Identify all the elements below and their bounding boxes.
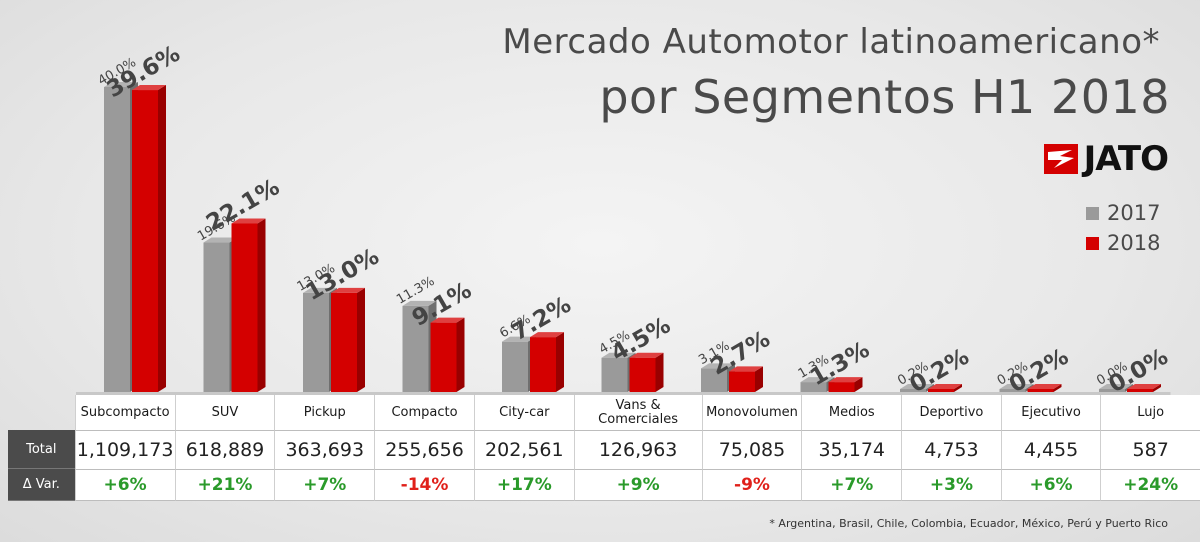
total-row: Total 1,109,173 618,889 363,693 255,656 202,… bbox=[8, 430, 1200, 469]
total-cell: 1,109,173 bbox=[74, 430, 175, 469]
data-table: Subcompacto SUV Pickup Compacto City-car Vans… bbox=[8, 395, 1200, 501]
variation-cell: +17% bbox=[473, 469, 574, 501]
variation-cell: -9% bbox=[701, 469, 802, 501]
bar-2018 bbox=[530, 332, 564, 392]
category-label: City-car bbox=[473, 395, 574, 430]
legend-item-2018: 2018 bbox=[1086, 228, 1160, 258]
total-cell: 75,085 bbox=[701, 430, 802, 469]
total-cell: 126,963 bbox=[573, 430, 702, 469]
variation-cell: +7% bbox=[274, 469, 375, 501]
variation-cell: +24% bbox=[1100, 469, 1200, 501]
chart-title-line1: Mercado Automotor latinoamericano* bbox=[502, 22, 1160, 62]
total-cell: 587 bbox=[1100, 430, 1200, 469]
bar-2018 bbox=[1127, 384, 1161, 392]
bar-2018 bbox=[1027, 384, 1062, 392]
jato-logo-text: JATO bbox=[1083, 139, 1169, 179]
bar-2018 bbox=[331, 287, 365, 392]
category-label: SUV bbox=[174, 395, 275, 430]
legend-swatch-2017 bbox=[1086, 206, 1099, 220]
category-label: Ejecutivo bbox=[1000, 395, 1101, 430]
category-label: Pickup bbox=[274, 395, 375, 430]
total-cell: 202,561 bbox=[473, 430, 574, 469]
variation-row-header: Δ Var. bbox=[8, 469, 75, 501]
chart-baseline bbox=[76, 392, 1171, 395]
variation-cell: +6% bbox=[1000, 469, 1101, 501]
bar-2018 bbox=[729, 366, 763, 392]
category-label: Deportivo bbox=[901, 395, 1001, 430]
total-cell: 255,656 bbox=[374, 430, 474, 469]
bar-2018 bbox=[132, 85, 166, 393]
table-corner bbox=[8, 395, 75, 430]
category-label: Compacto bbox=[374, 395, 474, 430]
variation-cell: +3% bbox=[901, 469, 1001, 501]
bar-2018 bbox=[430, 317, 465, 392]
bar-2018 bbox=[231, 218, 266, 392]
legend-swatch-2018 bbox=[1086, 236, 1099, 250]
total-cell: 4,753 bbox=[901, 430, 1001, 469]
category-label: Monovolumen bbox=[701, 395, 802, 430]
variation-row: Δ Var. +6% +21% +7% -14% +17% +9% -9% +7% +3% +6%… bbox=[8, 469, 1200, 501]
total-row-header: Total bbox=[8, 430, 75, 469]
variation-cell: +7% bbox=[801, 469, 902, 501]
jato-logo: JATO bbox=[1043, 139, 1169, 179]
category-label: Medios bbox=[801, 395, 902, 430]
total-cell: 363,693 bbox=[274, 430, 375, 469]
bar-2018 bbox=[828, 377, 863, 392]
chart-title-line2: por Segmentos H1 2018 bbox=[599, 70, 1170, 124]
category-label: Subcompacto bbox=[74, 395, 175, 430]
footnote: * Argentina, Brasil, Chile, Colombia, Ec… bbox=[769, 517, 1168, 530]
legend: 2017 2018 bbox=[1086, 198, 1160, 258]
variation-cell: -14% bbox=[374, 469, 474, 501]
variation-cell: +21% bbox=[174, 469, 275, 501]
legend-label-2017: 2017 bbox=[1107, 201, 1161, 225]
bar-chart: 40.0%39.6%19.6%22.1%13.0%13.0% 11.3%9.1% 6… bbox=[76, 41, 1173, 398]
legend-label-2018: 2018 bbox=[1107, 231, 1161, 255]
total-cell: 35,174 bbox=[801, 430, 902, 469]
category-label: Lujo bbox=[1100, 395, 1200, 430]
jato-logo-icon bbox=[1043, 144, 1078, 174]
variation-cell: +6% bbox=[74, 469, 175, 501]
variation-cell: +9% bbox=[573, 469, 702, 501]
bar-2018 bbox=[629, 352, 664, 392]
total-cell: 618,889 bbox=[174, 430, 275, 469]
category-label: Vans & Comerciales bbox=[573, 395, 702, 430]
total-cell: 4,455 bbox=[1000, 430, 1101, 469]
legend-item-2017: 2017 bbox=[1086, 198, 1160, 228]
bar-2018 bbox=[928, 384, 962, 392]
category-row: Subcompacto SUV Pickup Compacto City-car Vans… bbox=[8, 395, 1200, 430]
